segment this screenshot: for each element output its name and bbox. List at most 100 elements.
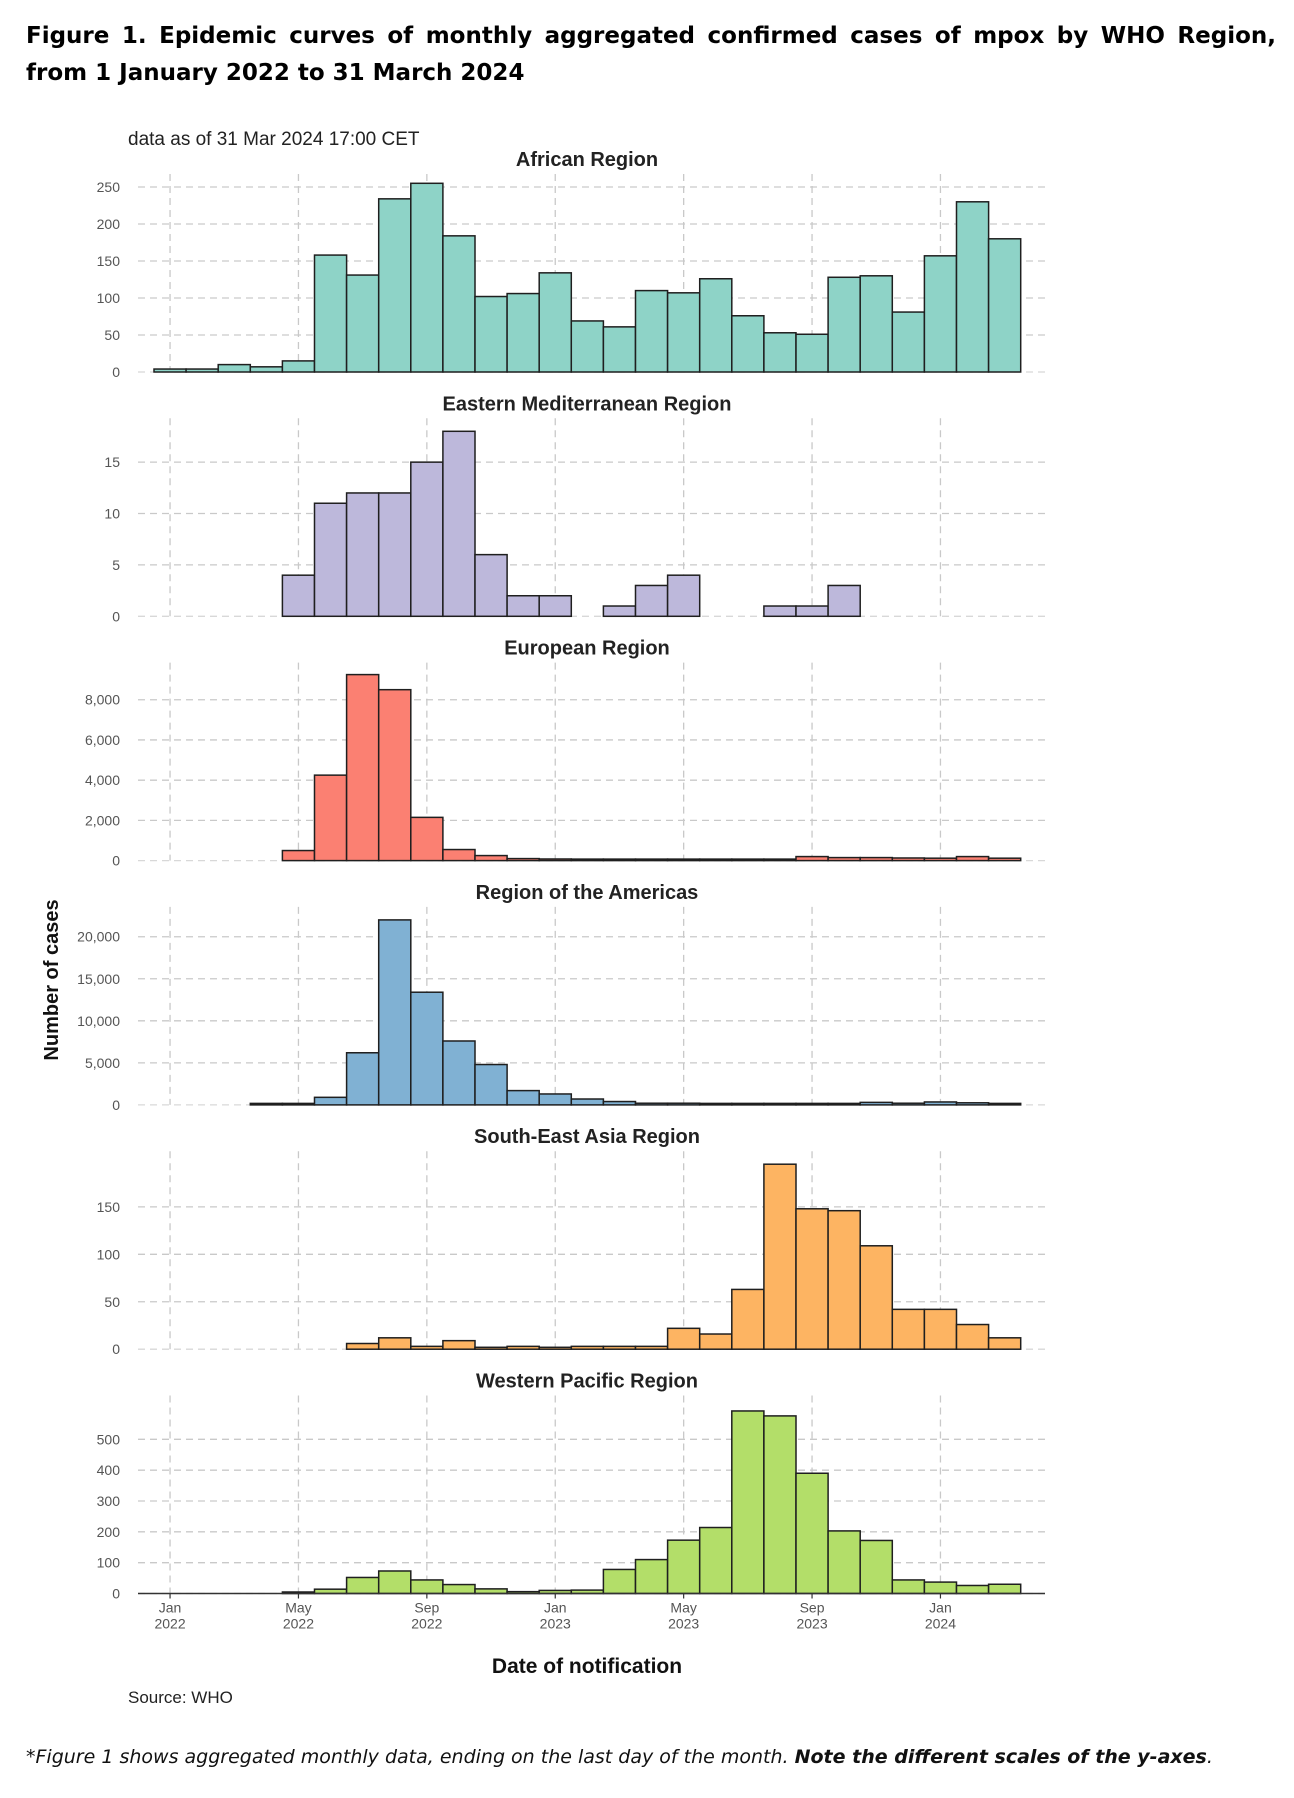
bar	[731, 858, 765, 862]
bar	[602, 326, 637, 373]
bar	[795, 855, 829, 862]
x-tick-label: Jan	[544, 1600, 567, 1616]
bar	[634, 1558, 669, 1595]
y-axis-label: Number of cases	[41, 899, 63, 1060]
bar	[474, 1346, 508, 1350]
footnote: *Figure 1 shows aggregated monthly data,…	[26, 1746, 1276, 1768]
bar	[666, 292, 701, 373]
y-tick-label: 200	[97, 216, 121, 232]
bar	[442, 1583, 476, 1595]
bar	[570, 858, 605, 862]
bar	[698, 1102, 733, 1106]
bar	[506, 1089, 540, 1106]
y-tick-label: 15	[104, 454, 120, 470]
bar	[955, 201, 990, 373]
bar	[153, 368, 187, 373]
bar	[345, 1052, 380, 1106]
panel-3: European Region 0 2,000 4,000 6,000 8,000	[85, 638, 1045, 869]
bar	[313, 254, 348, 373]
y-tick-label: 10	[104, 506, 120, 522]
footnote-text: *Figure 1 shows aggregated monthly data,…	[26, 1746, 795, 1768]
y-tick-label: 20,000	[77, 929, 120, 945]
bar	[923, 1581, 958, 1595]
bar	[698, 278, 733, 373]
bar	[923, 1308, 958, 1350]
x-tick-label: May	[285, 1600, 311, 1616]
bar	[602, 1345, 637, 1350]
y-tick-label: 5,000	[85, 1055, 120, 1071]
bar	[313, 774, 348, 862]
x-tick-label: 2022	[154, 1616, 185, 1632]
bar	[602, 605, 637, 618]
bar	[634, 858, 669, 862]
bar	[506, 292, 540, 373]
bar	[987, 1583, 1022, 1595]
bar	[474, 1063, 508, 1106]
y-tick-label: 0	[112, 608, 120, 624]
bar	[795, 1472, 829, 1595]
panel-title: African Region	[516, 149, 658, 171]
bar	[698, 1333, 733, 1350]
bar	[313, 502, 348, 618]
bar	[442, 430, 476, 618]
bar	[634, 289, 669, 373]
panel-6: Western Pacific Region 0 100 200 300 400 500 Ja…	[97, 1371, 1045, 1632]
bar	[602, 858, 637, 862]
bar	[249, 1102, 284, 1106]
y-tick-label: 0	[112, 364, 120, 380]
bar	[506, 1345, 540, 1350]
bar	[634, 1102, 669, 1106]
bar	[602, 1100, 637, 1106]
bar	[377, 688, 412, 862]
y-tick-label: 250	[97, 179, 121, 195]
bar	[891, 1579, 926, 1595]
source-note: Source: WHO	[128, 1688, 233, 1707]
bar	[827, 584, 861, 618]
bar	[410, 816, 444, 862]
bar	[377, 919, 412, 1106]
y-tick-label: 150	[97, 1199, 121, 1215]
x-tick-label: 2023	[668, 1616, 699, 1632]
y-tick-label: 2,000	[85, 812, 120, 828]
bar	[377, 1570, 412, 1595]
y-tick-label: 100	[97, 290, 121, 306]
bar	[538, 272, 573, 373]
bar	[345, 492, 380, 618]
panel-1: African Region 0 50 100 150 200 250	[97, 149, 1045, 380]
panel-title: European Region	[504, 638, 670, 660]
bar	[795, 1102, 829, 1106]
bar	[570, 1345, 605, 1350]
bar	[634, 584, 669, 618]
x-tick-label: Sep	[800, 1600, 825, 1616]
bar	[795, 333, 829, 373]
bar	[474, 553, 508, 618]
bar	[410, 991, 444, 1106]
bar	[634, 1345, 669, 1350]
bar	[410, 1345, 444, 1350]
y-tick-label: 500	[97, 1431, 121, 1447]
bar	[859, 856, 894, 862]
x-tick-label: 2022	[411, 1616, 442, 1632]
panel-5: South-East Asia Region 0 50 100 150	[97, 1126, 1045, 1357]
bar	[377, 492, 412, 618]
bar	[506, 594, 540, 618]
y-tick-label: 150	[97, 253, 121, 269]
y-tick-label: 200	[97, 1524, 121, 1540]
figure-title: Figure 1. Epidemic curves of monthly agg…	[26, 23, 1276, 86]
bar	[377, 198, 412, 373]
y-tick-label: 50	[104, 1294, 120, 1310]
y-tick-label: 100	[97, 1246, 121, 1262]
epidemic-curves-chart: data as of 31 Mar 2024 17:00 CET Number …	[41, 129, 1045, 1707]
bar	[795, 605, 829, 618]
bar	[345, 673, 380, 862]
bar	[474, 295, 508, 373]
x-tick-label: 2022	[283, 1616, 314, 1632]
panel-title: Region of the Americas	[476, 882, 699, 904]
bar	[602, 1568, 637, 1595]
bar	[827, 276, 861, 373]
bar	[410, 1579, 444, 1595]
y-tick-label: 400	[97, 1462, 121, 1478]
bar	[442, 235, 476, 373]
bar	[281, 574, 316, 618]
y-tick-label: 300	[97, 1493, 121, 1509]
